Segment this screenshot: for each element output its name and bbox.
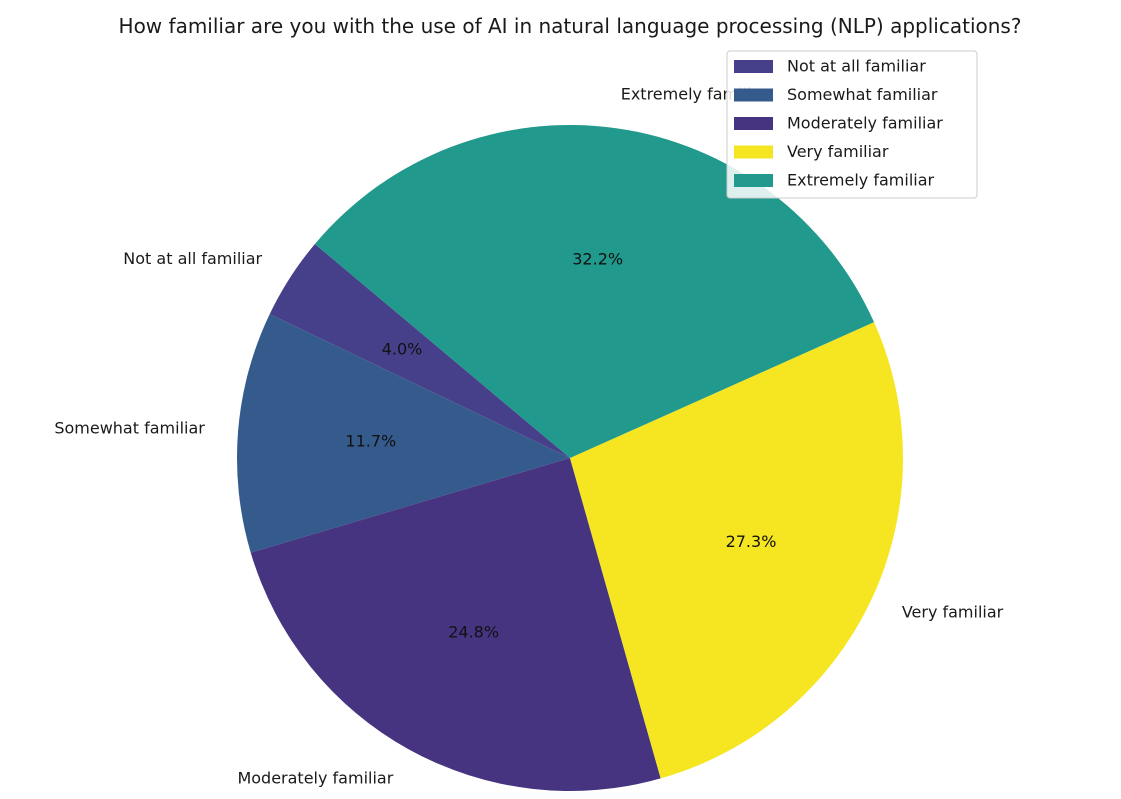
chart-title: How familiar are you with the use of AI … bbox=[119, 14, 1022, 38]
legend-label-moderately-familiar: Moderately familiar bbox=[787, 114, 943, 133]
legend-label-very-familiar: Very familiar bbox=[787, 142, 889, 161]
legend-label-extremely-familiar: Extremely familiar bbox=[787, 171, 935, 190]
slice-label-very-familiar: Very familiar bbox=[902, 603, 1004, 622]
pie-slice-extremely-familiar bbox=[314, 124, 875, 458]
pie-slice-not-at-all-familiar bbox=[269, 243, 570, 458]
legend-label-somewhat-familiar: Somewhat familiar bbox=[787, 85, 938, 104]
legend-swatch-somewhat-familiar bbox=[734, 88, 773, 102]
legend-entries: Not at all familiar Somewhat familiar Mode… bbox=[734, 57, 943, 190]
legend-swatch-extremely-familiar bbox=[734, 174, 773, 187]
legend-swatch-moderately-familiar bbox=[734, 117, 773, 130]
legend: Not at all familiar Somewhat familiar Mode… bbox=[726, 50, 978, 199]
legend-box bbox=[726, 50, 978, 199]
slice-percent-labels: 4.0% 11.7% 24.8% 27.3% 32.2% bbox=[345, 250, 776, 642]
slice-percent-extremely-familiar: 32.2% bbox=[572, 250, 623, 269]
pie-slice-somewhat-familiar bbox=[237, 314, 570, 553]
slice-label-moderately-familiar: Moderately familiar bbox=[237, 768, 393, 787]
slice-percent-moderately-familiar: 24.8% bbox=[448, 623, 499, 642]
slice-percent-not-at-all-familiar: 4.0% bbox=[382, 339, 423, 358]
legend-swatch-not-at-all-familiar bbox=[734, 60, 773, 73]
legend-swatch-very-familiar bbox=[734, 145, 773, 159]
legend-label-not-at-all-familiar: Not at all familiar bbox=[787, 57, 926, 76]
pie-slice-moderately-familiar bbox=[250, 458, 661, 791]
slice-percent-somewhat-familiar: 11.7% bbox=[345, 432, 396, 451]
slice-percent-very-familiar: 27.3% bbox=[726, 532, 777, 551]
slice-label-somewhat-familiar: Somewhat familiar bbox=[54, 419, 205, 438]
slice-label-not-at-all-familiar: Not at all familiar bbox=[123, 249, 262, 268]
pie-slices bbox=[237, 124, 903, 791]
pie-slice-very-familiar bbox=[570, 322, 903, 779]
